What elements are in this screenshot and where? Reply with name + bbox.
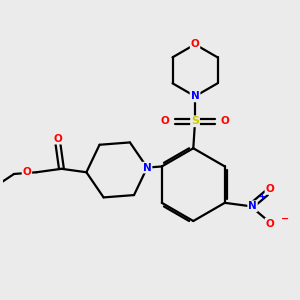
Text: O: O bbox=[220, 116, 229, 126]
Text: O: O bbox=[191, 39, 200, 49]
Text: O: O bbox=[22, 167, 31, 177]
Text: N: N bbox=[248, 201, 257, 211]
Text: N: N bbox=[191, 91, 200, 101]
Text: N: N bbox=[191, 91, 200, 101]
Text: −: − bbox=[281, 214, 289, 224]
Text: O: O bbox=[161, 116, 170, 126]
Text: O: O bbox=[266, 219, 274, 229]
Text: +: + bbox=[258, 192, 266, 201]
Text: S: S bbox=[191, 116, 199, 126]
Text: N: N bbox=[143, 163, 152, 172]
Text: O: O bbox=[266, 184, 274, 194]
Text: O: O bbox=[54, 134, 62, 144]
